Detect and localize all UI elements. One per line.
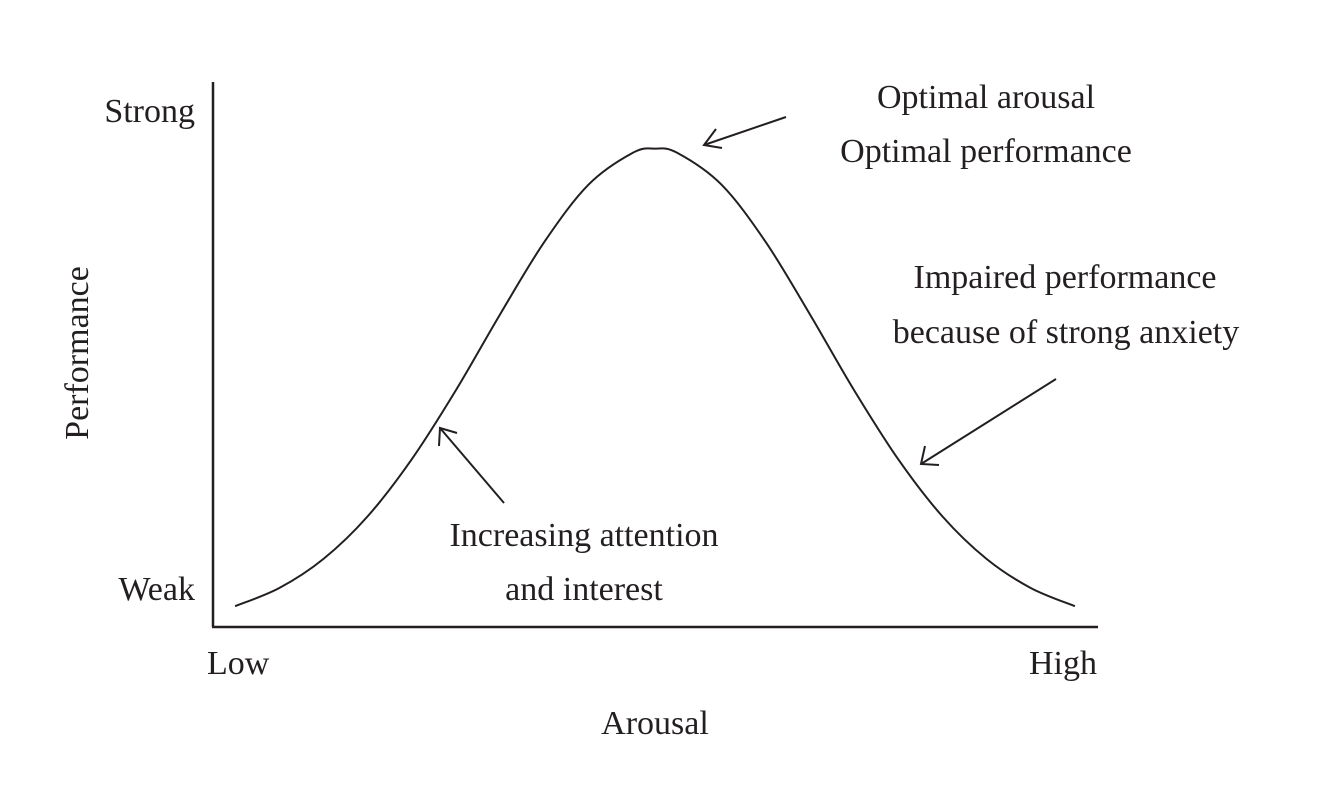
annotation-impaired-line2: because of strong anxiety	[893, 314, 1240, 351]
annotation-increasing-line1: Increasing attention	[449, 517, 718, 554]
arrow-optimal	[702, 116, 787, 149]
arrow-impaired	[919, 378, 1057, 466]
x-tick-label-high: High	[1029, 645, 1097, 682]
performance-curve	[234, 147, 1076, 608]
annotation-impaired-line1: Impaired performance	[914, 259, 1217, 296]
y-axis-label: Performance	[59, 266, 96, 440]
annotation-increasing-line2: and interest	[505, 571, 663, 608]
y-tick-label-weak: Weak	[118, 571, 195, 608]
annotation-optimal-line1: Optimal arousal	[877, 79, 1095, 116]
x-axis-label: Arousal	[601, 705, 709, 742]
arrow-increasing	[438, 426, 505, 504]
y-tick-label-strong: Strong	[104, 93, 195, 130]
x-tick-label-low: Low	[207, 645, 270, 682]
annotation-optimal-line2: Optimal performance	[840, 133, 1132, 170]
